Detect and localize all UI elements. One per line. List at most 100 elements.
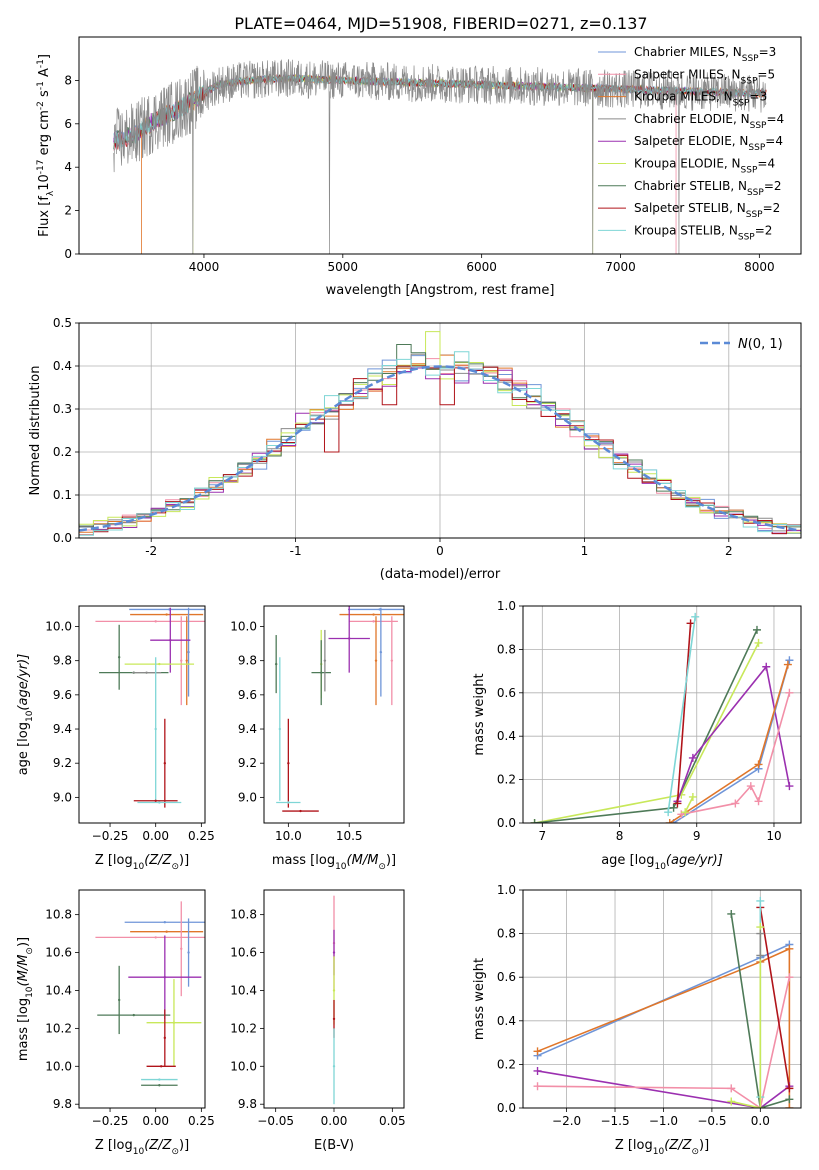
weight-marker-salpeter_miles <box>727 1084 736 1093</box>
age_weight-plot-area <box>530 612 794 823</box>
z_mass-xlabel-part: (Z/Z <box>144 1138 172 1153</box>
z_age-ylabel-part: 10 <box>25 710 35 722</box>
x-tick-label: 5000 <box>328 260 359 274</box>
point-kroupa_elodie <box>158 662 161 666</box>
weight-marker-kroupa_elodie <box>688 792 697 801</box>
mass_age-xlabel-part: (M/M <box>347 853 379 868</box>
x-tick-label: −2.0 <box>552 1114 581 1128</box>
x-tick-label: −0.5 <box>697 1114 726 1128</box>
z_mass-xlabel-part: )] <box>179 1138 189 1153</box>
z_mass-xlabel-part: Z [log <box>95 1138 133 1153</box>
weight-marker-kroupa_stelib <box>664 808 673 817</box>
z_age-ylabel-part: age [log <box>16 722 31 775</box>
z_age-ylabel: age [log10(age/yr)] <box>16 654 35 776</box>
point-salpeter_stelib <box>332 1017 336 1021</box>
spectrum-ylabel-part: -1 <box>36 59 46 68</box>
legend-label-kroupa_miles-part: SSP <box>733 99 750 109</box>
point-kroupa_stelib <box>278 727 282 731</box>
mass_age-frame <box>263 605 405 824</box>
spectrum-model-kroupa_elodie <box>192 74 594 254</box>
y-tick-label: 9.4 <box>53 722 72 736</box>
weight-marker-kroupa_elodie <box>727 1097 736 1106</box>
weight-marker-kroupa_elodie <box>754 638 763 647</box>
y-tick-label: 10.6 <box>45 946 72 960</box>
weight-marker-salpeter_elodie <box>785 782 794 791</box>
z_age-plot-area <box>95 607 205 808</box>
legend-label-chabrier_miles-part: =3 <box>759 45 777 59</box>
point-salpeter_elodie <box>169 638 172 642</box>
x-tick-label: 9 <box>693 829 701 843</box>
z_age-frame <box>78 605 206 824</box>
weight-marker-chabrier_stelib <box>752 625 761 634</box>
x-tick-label: 0.25 <box>188 1114 215 1128</box>
z_weight-xlabel-part: ⊙ <box>691 1147 699 1157</box>
x-tick-label: -2 <box>145 544 157 558</box>
point-salpeter_miles <box>154 936 157 939</box>
legend-label-kroupa_elodie: Kroupa ELODIE, NSSP=4 <box>634 157 775 176</box>
x-tick-label: −0.05 <box>257 1114 294 1128</box>
y-tick-label: 9.6 <box>238 688 257 702</box>
y-tick-label: 0.4 <box>497 1014 516 1028</box>
point-chabrier_miles <box>379 650 383 654</box>
point-salpeter_miles <box>180 659 183 662</box>
point-kroupa_stelib <box>332 1065 336 1068</box>
x-tick-label: 10 <box>766 829 781 843</box>
weight-marker-salpeter_elodie <box>688 753 697 762</box>
legend-label-chabrier_stelib-part: =2 <box>764 179 782 193</box>
legend-label-kroupa_elodie-part: Kroupa ELODIE, N <box>634 157 741 171</box>
y-tick-label: 9.2 <box>238 756 257 770</box>
point-salpeter_stelib <box>163 761 167 765</box>
point-chabrier_miles <box>163 921 167 924</box>
y-tick-label: 9.8 <box>238 654 257 668</box>
point-chabrier_elodie <box>323 659 327 662</box>
x-tick-label: 0.05 <box>379 1114 406 1128</box>
age_weight-xlabel: age [log10(age/yr)] <box>601 853 723 872</box>
point-salpeter_stelib <box>163 1036 167 1040</box>
y-tick-label: 0.4 <box>53 359 72 373</box>
ebv_mass-xlabel: E(B-V) <box>314 1138 354 1153</box>
point-chabrier_stelib <box>274 662 278 666</box>
legend-label-salpeter_miles: Salpeter MILES, NSSP=5 <box>634 67 775 86</box>
z_weight-ylabel: mass weight <box>472 958 487 1040</box>
weight-marker-salpeter_miles <box>754 797 763 806</box>
y-tick-label: 0.8 <box>497 642 516 656</box>
x-tick-label: 7000 <box>605 260 636 274</box>
x-tick-label: -1 <box>290 544 302 558</box>
z_weight-xlabel-part: Z [log <box>615 1138 653 1153</box>
y-tick-label: 0.6 <box>497 686 516 700</box>
point-kroupa_stelib <box>158 1078 161 1081</box>
y-tick-label: 1.0 <box>497 599 516 613</box>
weight-marker-kroupa_miles <box>783 660 792 669</box>
residuals-plot-area <box>79 331 801 538</box>
z_age-xlabel: Z [log10(Z/Z⊙)] <box>95 853 189 872</box>
y-tick-label: 0.3 <box>53 402 72 416</box>
point-kroupa_miles <box>165 930 168 933</box>
x-tick-label: −1.0 <box>649 1114 678 1128</box>
legend-label-normal-part: N <box>738 337 748 352</box>
legend-label-kroupa_stelib-part: =2 <box>755 223 773 237</box>
weight-marker-chabrier_stelib <box>785 1095 794 1104</box>
legend-label-kroupa_elodie-part: SSP <box>741 166 758 176</box>
x-tick-label: 10.5 <box>336 829 363 843</box>
spectrum-ylabel-part: Flux [f <box>37 196 52 237</box>
point-chabrier_stelib <box>117 998 121 1002</box>
weight-marker-kroupa_elodie <box>681 808 690 817</box>
z_age-xlabel-part: )] <box>179 853 189 868</box>
legend-label-kroupa_stelib-part: SSP <box>738 232 755 242</box>
z_mass-axes: −0.25 0.00 0.25 9.8 10.0 10.2 10.4 10.6 10.8 <box>45 908 214 1128</box>
z_mass-ylabel-part: 10 <box>25 986 35 998</box>
z_age-xlabel-part: 10 <box>133 862 145 872</box>
mass_age-xlabel: mass [log10(M/M⊙)] <box>272 853 396 872</box>
y-tick-label: 9.0 <box>53 790 72 804</box>
point-kroupa_stelib <box>154 727 157 731</box>
y-tick-label: 0.6 <box>497 970 516 984</box>
z_age-axes: −0.25 0.00 0.25 9.0 9.2 9.4 9.6 9.8 10.0 <box>45 620 214 843</box>
legend-label-salpeter_elodie: Salpeter ELODIE, NSSP=4 <box>634 134 783 153</box>
weight-marker-salpeter_stelib <box>673 799 682 808</box>
residuals-frame <box>78 322 802 539</box>
spectrum-ylabel: Flux [fλ10-17 erg cm-2 s-1 A-1] <box>36 54 56 237</box>
weight-marker-salpeter_miles <box>746 782 755 791</box>
y-tick-label: 8 <box>64 73 72 87</box>
age_weight-xlabel-part: age [log <box>601 853 654 868</box>
weight-marker-kroupa_miles <box>665 819 674 823</box>
